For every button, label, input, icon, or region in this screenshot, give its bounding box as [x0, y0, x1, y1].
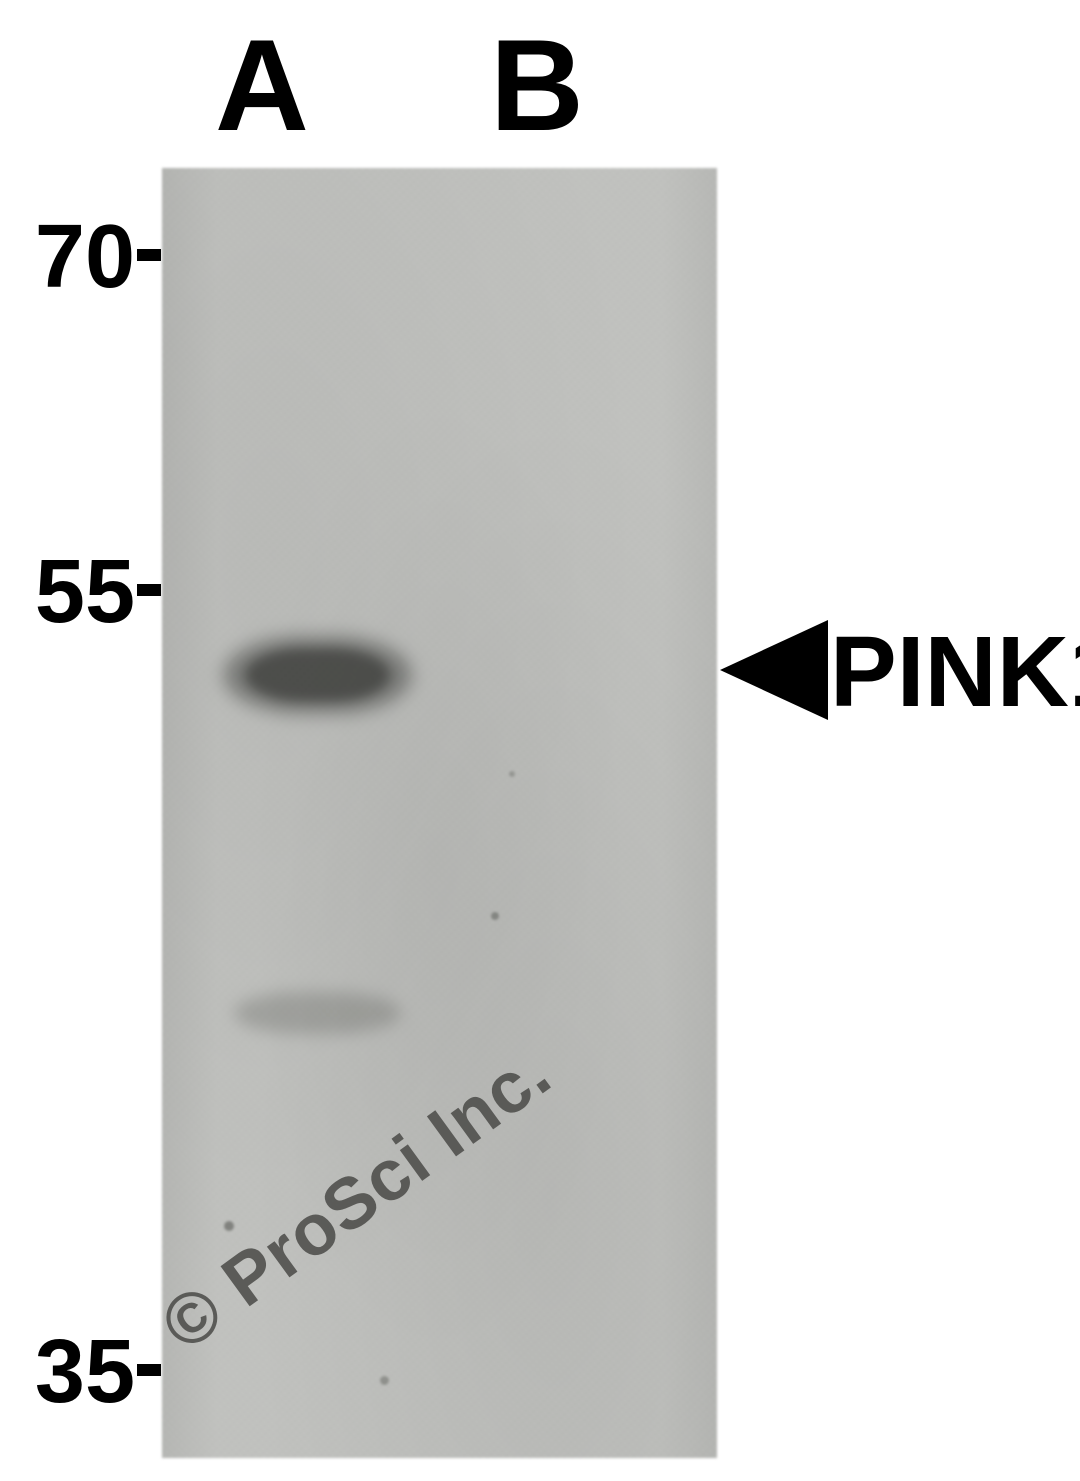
mw-label-70: 70	[0, 206, 135, 309]
membrane-speck	[224, 1221, 234, 1231]
lane-label-b: B	[490, 10, 584, 160]
mw-label-55: 55	[0, 541, 135, 644]
target-arrow-icon	[720, 620, 828, 720]
mw-tick-35	[137, 1364, 161, 1376]
mw-label-35: 35	[0, 1321, 135, 1424]
mw-tick-70	[137, 249, 161, 261]
mw-tick-55	[137, 584, 161, 596]
membrane-speck	[509, 771, 515, 777]
membrane-speck	[380, 1376, 389, 1385]
target-label: PINK1	[830, 615, 1080, 730]
lane-label-a: A	[215, 10, 309, 160]
